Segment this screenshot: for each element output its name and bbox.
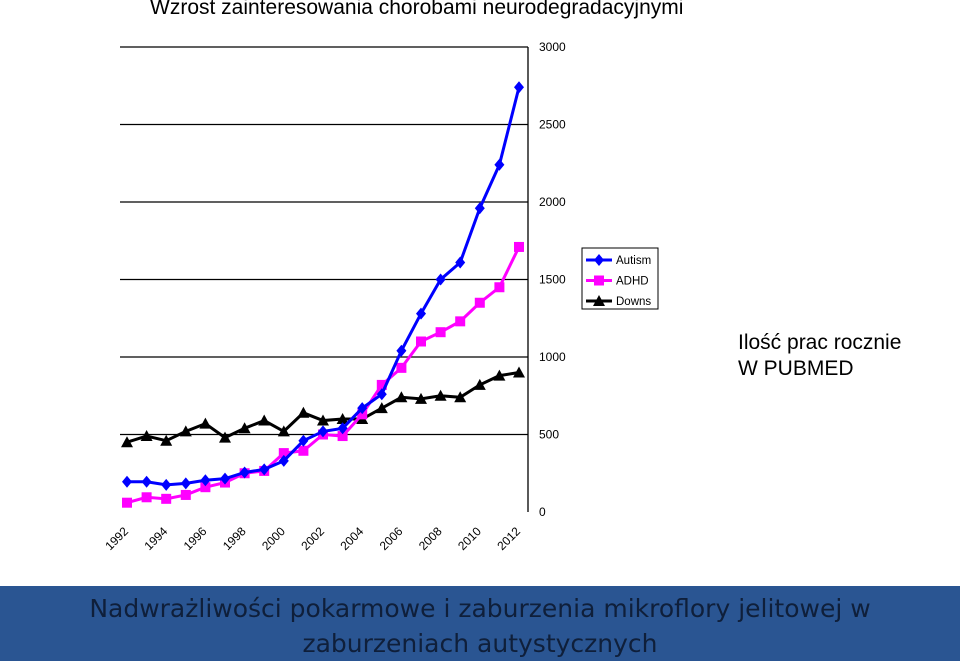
- data-point-downs: [121, 436, 133, 448]
- data-point-downs: [395, 391, 408, 403]
- data-point-downs: [454, 391, 467, 403]
- legend-label-adhd: ADHD: [616, 276, 649, 288]
- y-tick-label: 3000: [539, 40, 566, 54]
- data-point-downs: [493, 369, 506, 381]
- footer-line-1: Nadwrażliwości pokarmowe i zaburzenia mi…: [89, 594, 871, 623]
- legend-label-downs: Downs: [616, 296, 651, 308]
- y-tick-labels: 0 500 1000 1500 2000 2500 3000: [539, 40, 566, 519]
- y-tick-label: 2000: [539, 195, 566, 209]
- data-point-downs: [415, 392, 427, 404]
- data-point-adhd: [474, 297, 485, 308]
- data-point-autism: [180, 477, 191, 490]
- data-point-autism: [376, 388, 387, 401]
- chart-series: [121, 81, 525, 508]
- data-point-downs: [219, 431, 231, 443]
- data-point-adhd: [337, 431, 348, 442]
- data-point-downs: [375, 402, 388, 414]
- data-point-autism: [416, 307, 426, 320]
- data-point-adhd: [200, 482, 211, 493]
- legend-marker-autism: [594, 254, 604, 266]
- data-point-autism: [239, 466, 250, 479]
- data-point-autism: [161, 478, 172, 491]
- legend-marker-downs: [593, 295, 605, 306]
- x-tick-label: 2012: [494, 524, 523, 553]
- y-tick-label: 0: [539, 505, 546, 519]
- data-point-autism: [220, 472, 230, 485]
- x-tick-label: 1994: [142, 524, 171, 553]
- legend-label-autism: Autism: [616, 255, 651, 267]
- x-tick-label: 2010: [455, 524, 484, 553]
- data-point-downs: [277, 425, 290, 437]
- y-tick-label: 500: [539, 428, 559, 442]
- x-tick-labels: 1992 1994 1996 1998 2000 2002 2004 2006 2008 2010…: [102, 524, 523, 553]
- x-tick-label: 2002: [298, 524, 327, 553]
- data-point-autism: [318, 425, 328, 438]
- slide-title: Wzrost zainteresowania chorobami neurode…: [150, 0, 684, 19]
- data-point-adhd: [298, 445, 309, 456]
- series-autism: [122, 81, 524, 491]
- data-point-downs: [258, 414, 271, 426]
- x-tick-label: 1998: [220, 524, 249, 553]
- series-adhd: [122, 241, 524, 508]
- y-tick-label: 2500: [539, 118, 566, 132]
- data-point-autism: [200, 474, 211, 487]
- data-point-downs: [317, 414, 329, 426]
- data-point-autism: [494, 158, 505, 171]
- data-point-adhd: [396, 362, 407, 373]
- note-line-1: Ilość prac rocznie: [738, 331, 902, 354]
- x-tick-label: 2008: [416, 524, 445, 553]
- series-downs: [121, 366, 525, 448]
- data-point-downs: [140, 430, 153, 442]
- data-point-autism: [514, 81, 524, 94]
- data-point-autism: [259, 463, 270, 476]
- data-point-autism: [141, 475, 152, 488]
- x-tick-label: 1992: [102, 524, 131, 553]
- chart-legend: Autism ADHD Downs: [581, 247, 659, 310]
- data-point-downs: [179, 425, 192, 437]
- pubmed-note: Ilość prac rocznie W PUBMED: [738, 330, 901, 382]
- footer-line-2: zaburzeniach autystycznych: [302, 629, 658, 658]
- data-point-adhd: [141, 492, 152, 503]
- data-point-downs: [199, 417, 212, 429]
- data-point-adhd: [435, 327, 446, 338]
- data-point-adhd: [376, 379, 387, 390]
- data-point-downs: [336, 413, 349, 424]
- data-point-autism: [396, 344, 407, 357]
- data-point-adhd: [357, 409, 368, 420]
- data-point-downs: [160, 434, 173, 446]
- data-point-downs: [238, 422, 251, 434]
- data-point-adhd: [455, 316, 466, 327]
- data-point-autism: [337, 422, 348, 435]
- y-tick-label: 1000: [539, 350, 566, 364]
- data-point-adhd: [180, 489, 191, 500]
- data-point-autism: [298, 434, 309, 447]
- data-point-autism: [435, 273, 446, 286]
- note-line-2: W PUBMED: [738, 357, 854, 380]
- x-tick-label: 2000: [259, 524, 288, 553]
- data-point-downs: [473, 378, 486, 390]
- x-tick-label: 2004: [338, 524, 367, 553]
- data-point-autism: [455, 256, 466, 269]
- data-point-adhd: [514, 241, 524, 252]
- data-point-autism: [474, 202, 485, 215]
- legend-marker-adhd: [594, 275, 604, 286]
- data-point-downs: [297, 406, 310, 418]
- data-point-adhd: [161, 493, 172, 504]
- footer-bar: [0, 586, 960, 661]
- data-point-autism: [122, 475, 132, 488]
- footer-caption: Nadwrażliwości pokarmowe i zaburzenia mi…: [0, 591, 960, 661]
- x-tick-label: 1996: [181, 524, 210, 553]
- data-point-autism: [357, 402, 368, 415]
- data-point-adhd: [416, 336, 426, 347]
- data-point-adhd: [278, 448, 289, 459]
- data-point-autism: [278, 454, 289, 467]
- series-line-adhd: [126, 246, 521, 505]
- data-point-adhd: [122, 497, 132, 508]
- data-point-downs: [434, 389, 447, 401]
- data-point-adhd: [494, 282, 505, 293]
- y-tick-label: 1500: [539, 273, 566, 287]
- data-point-downs: [513, 366, 525, 378]
- x-tick-label: 2006: [377, 524, 406, 553]
